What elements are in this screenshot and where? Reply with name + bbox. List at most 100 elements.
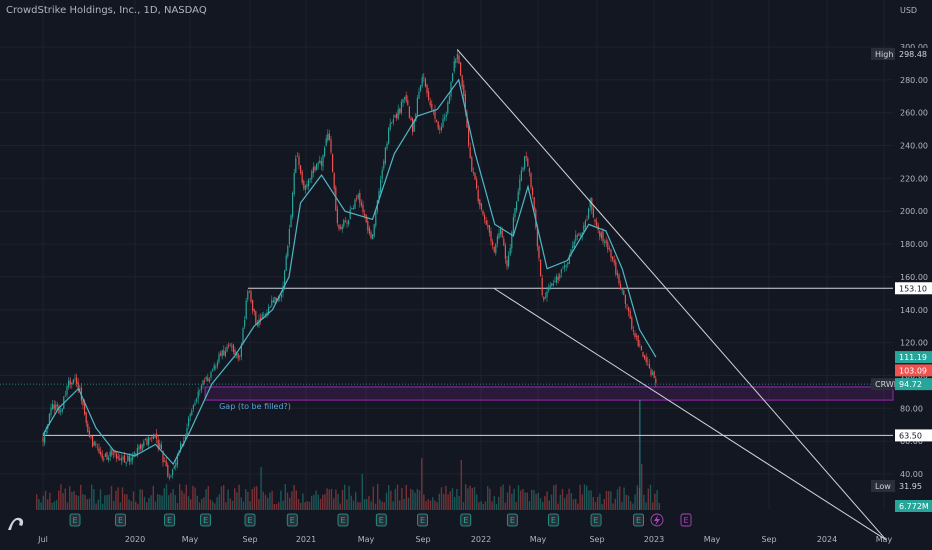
candle-body (204, 380, 206, 382)
candle-body (560, 269, 562, 273)
volume-bar (42, 495, 44, 510)
earnings-marker[interactable] (69, 513, 81, 527)
x-axis-tick-label: May (704, 535, 721, 544)
candle-body (143, 441, 145, 447)
candle-body (256, 324, 258, 326)
volume-bar (588, 490, 590, 510)
earnings-marker[interactable] (115, 513, 126, 527)
earnings-marker[interactable] (200, 513, 212, 527)
candle-body (232, 344, 234, 352)
candle-body (308, 179, 310, 187)
candle-body (268, 306, 270, 314)
volume-bar (484, 501, 487, 510)
volume-bar (196, 495, 198, 510)
volume-bar (176, 502, 179, 510)
volume-bar (416, 488, 418, 510)
upcoming-earnings-marker[interactable] (680, 513, 692, 527)
earnings-marker-label: E (118, 516, 123, 525)
y-axis-tick-label: 180.00 (900, 240, 928, 249)
candle-body (381, 170, 383, 179)
volume-bar (44, 490, 47, 510)
candle-body (600, 232, 602, 239)
candle-body (210, 371, 212, 378)
candle-body (524, 156, 526, 169)
candle-body (520, 170, 522, 181)
dividend-flash-icon[interactable] (650, 513, 664, 527)
candle-body (384, 147, 386, 163)
candle-body (584, 220, 586, 228)
volume-bar (572, 499, 575, 510)
candle-body (527, 158, 529, 167)
candle-body (119, 458, 121, 460)
volume-bar (97, 499, 99, 510)
volume-bar (308, 501, 311, 510)
candle-body (554, 281, 556, 282)
earnings-marker-label: E (72, 516, 77, 525)
candle-body (186, 427, 188, 436)
candle-body (567, 262, 569, 265)
volume-bar (108, 494, 110, 510)
earnings-marker-label: E (290, 516, 295, 525)
candle-body (88, 430, 90, 437)
x-axis-tick-label: 2023 (644, 535, 664, 544)
x-axis-tick-label: May (182, 535, 199, 544)
candle-body (637, 335, 639, 347)
earnings-marker[interactable] (244, 513, 256, 527)
volume-bar (236, 492, 238, 510)
candle-body (410, 118, 412, 121)
volume-bar (392, 501, 394, 510)
earnings-marker[interactable] (375, 513, 387, 527)
candle-body (189, 414, 191, 417)
candle-body (436, 119, 438, 122)
volume-bar (220, 486, 223, 510)
candle-body (426, 84, 428, 94)
volume-bar (214, 503, 216, 510)
candle-body (322, 154, 324, 167)
candle-body (434, 109, 436, 119)
candle-body (594, 219, 596, 222)
y-axis-tick-label: 120.00 (900, 339, 928, 348)
candle-body (48, 413, 50, 426)
candle-body (652, 372, 654, 375)
candle-body (444, 117, 446, 120)
y-axis-tick-label: 220.00 (900, 174, 928, 183)
earnings-marker[interactable] (547, 513, 559, 527)
candle-body (490, 231, 492, 242)
candle-body (72, 379, 74, 384)
candle-body (173, 466, 175, 469)
candle-body (506, 259, 508, 267)
candle-body (354, 199, 356, 209)
earnings-marker[interactable] (286, 513, 298, 527)
upper-trendline[interactable] (456, 49, 887, 541)
volume-bar (399, 500, 401, 510)
earnings-marker-label: E (551, 516, 556, 525)
candle-body (125, 461, 127, 464)
y-axis-tick-label: 160.00 (900, 273, 928, 282)
candle-body (557, 277, 559, 280)
volume-bar (366, 499, 368, 510)
earnings-marker[interactable] (460, 513, 472, 527)
volume-bar (126, 494, 128, 510)
earnings-marker[interactable] (164, 513, 175, 527)
volume-bar (649, 484, 652, 510)
candle-body (362, 204, 364, 213)
earnings-marker[interactable] (590, 513, 602, 527)
candle-body (629, 310, 631, 319)
earnings-marker[interactable] (337, 513, 349, 527)
candle-body (429, 101, 431, 106)
earnings-marker[interactable] (417, 513, 428, 527)
volume-bar (639, 400, 641, 510)
candle-body (159, 443, 161, 449)
lower-trendline[interactable] (493, 287, 887, 541)
earnings-marker[interactable] (633, 513, 644, 527)
volume-bar (568, 488, 570, 510)
candle-body (468, 126, 470, 146)
earnings-marker[interactable] (506, 513, 518, 527)
candle-body (548, 287, 550, 291)
candle-body (372, 234, 374, 240)
candle-body (117, 456, 119, 459)
volume-bar (322, 494, 324, 510)
candle-body (343, 219, 345, 227)
candle-body (285, 255, 287, 271)
